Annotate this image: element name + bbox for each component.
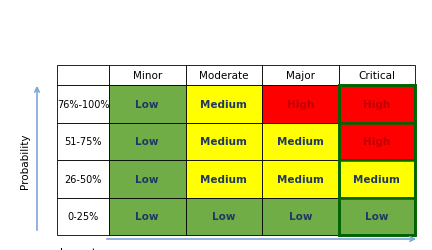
Bar (262, 86, 339, 123)
Text: Probability: Probability (20, 133, 30, 188)
Text: Low: Low (136, 212, 159, 221)
Text: High: High (363, 99, 391, 109)
Bar (57, 198, 109, 235)
Text: Medium: Medium (200, 174, 247, 184)
Text: 0-25%: 0-25% (67, 212, 98, 221)
Bar (57, 86, 109, 123)
Text: 51-75%: 51-75% (64, 137, 102, 147)
Bar (262, 198, 339, 235)
Bar (57, 66, 109, 86)
Text: High: High (363, 137, 391, 147)
Text: Major: Major (286, 71, 315, 81)
Bar (262, 160, 339, 198)
Text: Medium: Medium (277, 174, 324, 184)
Bar (109, 66, 185, 86)
Bar (109, 160, 185, 198)
Text: Medium: Medium (277, 137, 324, 147)
Text: High: High (286, 99, 314, 109)
Text: Low: Low (365, 212, 388, 221)
Text: Low: Low (212, 212, 235, 221)
Text: Low: Low (136, 137, 159, 147)
Text: Minor: Minor (133, 71, 162, 81)
Text: Critical: Critical (358, 71, 395, 81)
Bar (339, 86, 415, 123)
Text: 76%-100%: 76%-100% (57, 99, 109, 109)
Bar (339, 198, 415, 235)
Text: Low: Low (136, 99, 159, 109)
Text: Low: Low (136, 174, 159, 184)
Bar (185, 160, 262, 198)
Bar (262, 123, 339, 160)
Bar (185, 66, 262, 86)
Bar (109, 86, 185, 123)
Bar (57, 123, 109, 160)
Bar (339, 86, 415, 235)
Bar (339, 66, 415, 86)
Bar (339, 160, 415, 198)
Bar (57, 160, 109, 198)
Text: Low: Low (289, 212, 312, 221)
Bar (339, 123, 415, 160)
Bar (262, 66, 339, 86)
Text: Medium: Medium (200, 137, 247, 147)
Text: Impact: Impact (60, 247, 96, 250)
Text: Medium: Medium (353, 174, 400, 184)
Text: Medium: Medium (200, 99, 247, 109)
Bar (185, 123, 262, 160)
Bar (185, 198, 262, 235)
Bar (109, 123, 185, 160)
Text: Moderate: Moderate (199, 71, 248, 81)
Bar (185, 86, 262, 123)
Text: 26-50%: 26-50% (64, 174, 102, 184)
Bar (109, 198, 185, 235)
